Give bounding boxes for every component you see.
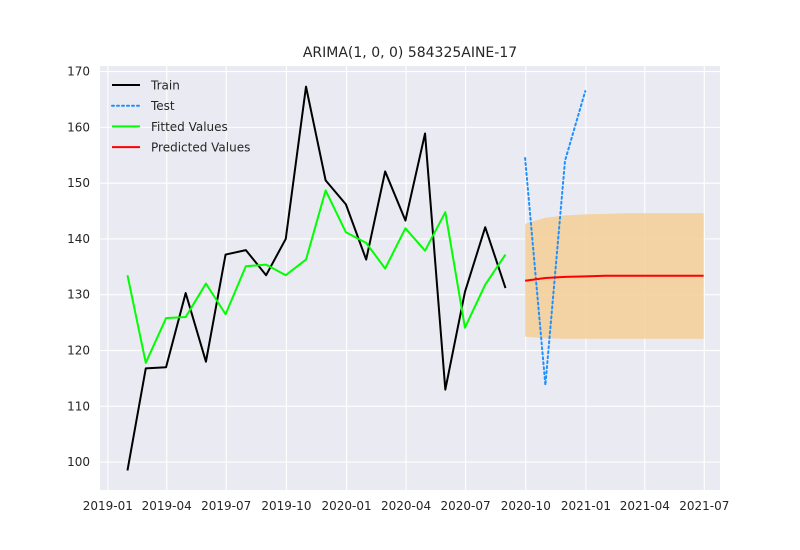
x-tick-label: 2019-04 (142, 499, 192, 513)
y-tick-label: 130 (67, 288, 90, 302)
y-tick-label: 150 (67, 176, 90, 190)
series-layer (126, 85, 704, 471)
x-tick-label: 2019-07 (201, 499, 251, 513)
series-line-test (524, 90, 587, 387)
series-line-fitted-values (126, 189, 507, 364)
x-tick-label: 2020-07 (441, 499, 491, 513)
y-tick-label: 140 (67, 232, 90, 246)
x-tick-labels: 2019-01 2019-04 2019-07 2019-10 2020-01 2020-… (83, 499, 730, 513)
legend-label-fitted-values: Fitted Values (151, 120, 228, 134)
legend: Train Test Fitted Values Predicted Values (111, 79, 250, 155)
y-tick-labels: 100 110 120 130 140 150 160 170 (67, 65, 90, 470)
chart-title: ARIMA(1, 0, 0) 584325AINE-17 (303, 45, 517, 61)
x-tick-label: 2019-10 (261, 499, 311, 513)
legend-label-train: Train (150, 79, 180, 93)
y-tick-label: 100 (67, 455, 90, 469)
y-tick-label: 120 (67, 344, 90, 358)
x-tick-label: 2021-04 (620, 499, 670, 513)
legend-label-test: Test (150, 99, 175, 113)
series-line-train (126, 85, 507, 471)
x-tick-label: 2019-01 (83, 499, 133, 513)
y-tick-label: 160 (67, 120, 90, 134)
series-line-predicted-values (524, 274, 704, 282)
x-tick-label: 2020-10 (501, 499, 551, 513)
x-tick-label: 2020-01 (321, 499, 371, 513)
x-tick-label: 2020-04 (381, 499, 431, 513)
legend-label-predicted-values: Predicted Values (151, 141, 250, 155)
y-tick-label: 110 (67, 399, 90, 413)
y-tick-label: 170 (67, 65, 90, 79)
x-tick-label: 2021-07 (679, 499, 729, 513)
x-tick-label: 2021-01 (561, 499, 611, 513)
